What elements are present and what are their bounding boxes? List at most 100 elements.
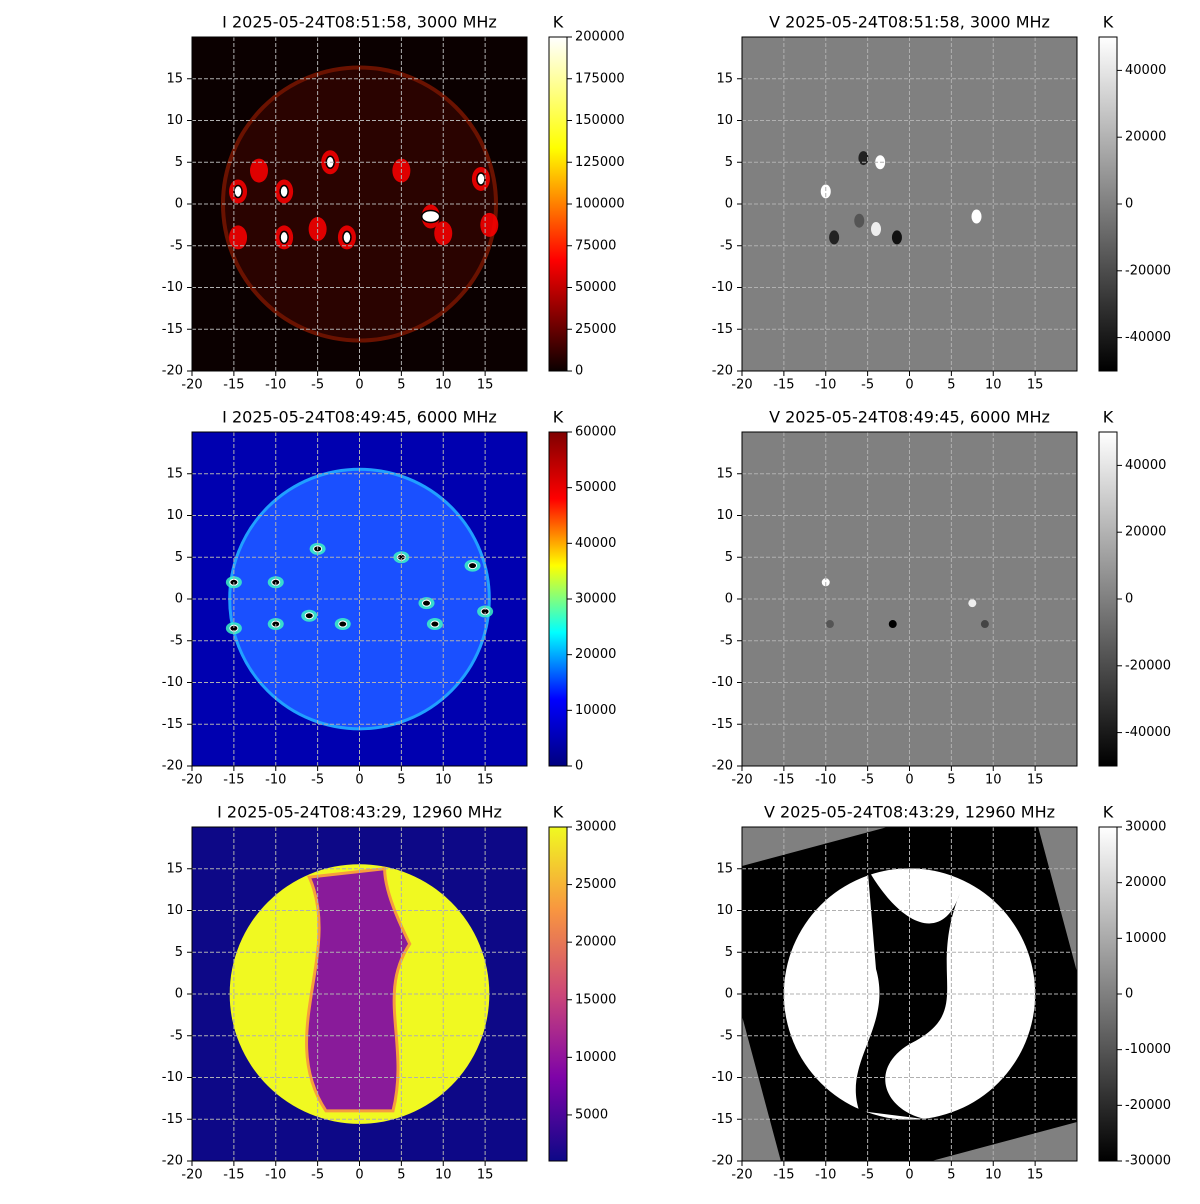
y-tick-label: -15: [162, 717, 183, 732]
bright-core: [422, 599, 431, 607]
x-tick-label: -15: [773, 773, 794, 788]
axes-frame: [741, 36, 1078, 372]
y-tick-label: -5: [170, 633, 183, 648]
x-tick-label: 15: [477, 1168, 494, 1183]
colorbar-label: K: [1103, 13, 1114, 32]
y-tick-label: -15: [162, 1112, 183, 1127]
y-tick-label: -20: [162, 1154, 183, 1169]
x-tick-label: 0: [905, 1168, 913, 1183]
x-tick-label: 15: [1027, 1168, 1044, 1183]
colorbar-tick-label: 40000: [1125, 63, 1166, 78]
colorbar-tick-label: 25000: [575, 877, 616, 892]
colorbar-tick-label: 30000: [1125, 820, 1166, 835]
bright-core: [468, 562, 478, 570]
x-tick-label: -5: [861, 378, 874, 393]
bright-core: [342, 230, 352, 245]
y-tick-label: 15: [716, 861, 733, 876]
colorbar-tick-label: 40000: [575, 536, 616, 551]
x-tick-label: -10: [265, 773, 286, 788]
bright-core: [476, 172, 486, 186]
x-tick-label: -15: [773, 1168, 794, 1183]
polarized-source: [858, 151, 869, 166]
bright-region: [250, 158, 268, 183]
x-tick-label: 10: [435, 1168, 452, 1183]
y-tick-label: -10: [162, 280, 183, 295]
x-tick-label: 15: [1027, 378, 1044, 393]
x-tick-label: -5: [311, 378, 324, 393]
colorbar-tick-label: 100000: [575, 197, 625, 212]
y-tick-label: -5: [170, 238, 183, 253]
x-tick-label: -10: [265, 1168, 286, 1183]
bright-region: [434, 221, 453, 246]
panel-title: V 2025-05-24T08:43:29, 12960 MHz: [764, 803, 1055, 822]
x-tick-label: 5: [947, 773, 955, 788]
colorbar-tick-label: 20000: [1125, 525, 1166, 540]
colorbar-tick-label: -20000: [1125, 263, 1171, 278]
x-tick-label: -20: [731, 1168, 752, 1183]
x-tick-label: 5: [397, 378, 405, 393]
x-tick-label: -5: [861, 1168, 874, 1183]
x-tick-label: -15: [223, 1168, 244, 1183]
colorbar-tick-label: 20000: [575, 935, 616, 950]
panel: I 2025-05-24T08:51:58, 3000 MHz -20 -15 -10…: [162, 13, 625, 393]
bright-core: [279, 230, 289, 245]
colorbar: [548, 36, 568, 372]
colorbar-tick-label: 10000: [575, 1050, 616, 1065]
y-tick-label: 10: [716, 113, 733, 128]
x-tick-label: -5: [861, 773, 874, 788]
colorbar-tick-label: 5000: [575, 1107, 608, 1122]
colorbar-tick-label: 0: [1125, 987, 1133, 1002]
solar-disk: [220, 65, 499, 343]
colorbar-label: K: [553, 803, 564, 822]
colorbar-tick-label: -20000: [1125, 1098, 1171, 1113]
colorbar-label: K: [1103, 408, 1114, 427]
y-tick-label: -10: [162, 1070, 183, 1085]
colorbar-tick-label: 0: [1125, 197, 1133, 212]
axes-frame: [191, 826, 528, 1162]
y-tick-label: 15: [166, 71, 183, 86]
colorbar: [548, 826, 568, 1162]
x-tick-label: 10: [985, 1168, 1002, 1183]
colorbar-tick-label: 10000: [1125, 931, 1166, 946]
bright-core: [279, 184, 289, 199]
y-tick-label: 5: [175, 550, 183, 565]
image: [742, 827, 1077, 1161]
x-tick-label: -10: [815, 1168, 836, 1183]
x-tick-label: -10: [815, 773, 836, 788]
colorbar-tick-label: 30000: [575, 592, 616, 607]
x-tick-label: 0: [905, 773, 913, 788]
colorbar-tick-label: -40000: [1125, 330, 1171, 345]
x-tick-label: -5: [311, 773, 324, 788]
x-tick-label: 10: [435, 773, 452, 788]
y-tick-label: 10: [716, 903, 733, 918]
colorbar-tick-label: -40000: [1125, 725, 1171, 740]
y-tick-label: 10: [166, 903, 183, 918]
colorbar-tick-label: 40000: [1125, 458, 1166, 473]
colorbar-tick-label: 150000: [575, 113, 625, 128]
y-tick-label: -20: [712, 1154, 733, 1169]
colorbar-tick-label: -20000: [1125, 658, 1171, 673]
y-tick-label: -5: [720, 238, 733, 253]
colorbar-tick-label: 20000: [1125, 130, 1166, 145]
x-tick-label: 15: [477, 773, 494, 788]
x-tick-label: 0: [355, 1168, 363, 1183]
y-tick-label: 5: [175, 155, 183, 170]
colorbar-tick-label: 75000: [575, 238, 616, 253]
colorbar-tick-label: 10000: [575, 703, 616, 718]
polarized-source: [980, 620, 989, 629]
panel: V 2025-05-24T08:43:29, 12960 MHz -20 -15 -1…: [712, 803, 1171, 1183]
colorbar-tick-label: 175000: [575, 71, 625, 86]
x-tick-label: 5: [947, 1168, 955, 1183]
colorbar-label: K: [1103, 803, 1114, 822]
x-tick-label: -20: [731, 773, 752, 788]
colorbar-tick-label: -30000: [1125, 1154, 1171, 1169]
panel-title: I 2025-05-24T08:43:29, 12960 MHz: [217, 803, 502, 822]
axes-frame: [191, 431, 528, 767]
x-tick-label: -20: [181, 378, 202, 393]
x-tick-label: 10: [435, 378, 452, 393]
colorbar: [1098, 431, 1118, 767]
y-tick-label: -15: [712, 1112, 733, 1127]
x-tick-label: 10: [985, 378, 1002, 393]
y-tick-label: 15: [716, 466, 733, 481]
